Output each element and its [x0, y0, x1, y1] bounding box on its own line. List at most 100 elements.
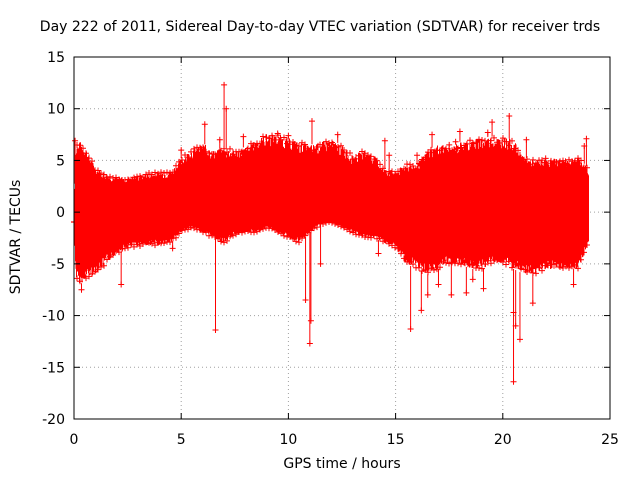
data-point: [371, 232, 377, 239]
data-point: [584, 241, 590, 248]
data-point: [293, 238, 299, 245]
data-point: [125, 244, 131, 251]
data-point: [203, 229, 209, 236]
data-point-outlier: [435, 281, 442, 288]
data-point: [347, 149, 353, 156]
data-point: [230, 151, 236, 158]
data-point: [227, 145, 233, 152]
data-point-outlier: [308, 118, 315, 125]
data-point: [473, 139, 479, 146]
x-tick-label: 15: [387, 432, 405, 448]
data-point: [506, 142, 512, 149]
data-point-outlier: [583, 135, 590, 142]
data-point: [101, 262, 107, 269]
data-point: [326, 140, 332, 147]
data-point: [218, 238, 224, 245]
data-point: [206, 150, 212, 157]
data-point: [329, 139, 335, 146]
data-point: [332, 144, 338, 151]
data-point: [479, 137, 485, 144]
data-point: [107, 173, 113, 180]
data-point: [248, 140, 254, 147]
data-point: [488, 260, 494, 267]
data-point: [329, 219, 335, 226]
data-point-outlier: [78, 286, 85, 293]
y-tick-label: -20: [42, 412, 65, 428]
data-point: [185, 154, 191, 161]
data-point-outlier: [484, 129, 491, 136]
data-point: [377, 161, 383, 168]
data-point-outlier: [240, 133, 247, 140]
data-point: [530, 156, 536, 163]
data-point: [509, 137, 515, 144]
data-point: [173, 234, 179, 241]
data-point: [494, 139, 500, 146]
data-point: [95, 266, 101, 273]
data-point: [377, 235, 383, 242]
data-point: [80, 145, 86, 152]
y-tick-label: -10: [42, 309, 65, 325]
data-point-outlier: [407, 326, 414, 333]
data-point: [146, 169, 152, 176]
data-point: [539, 267, 545, 274]
data-point-outlier: [424, 291, 431, 298]
data-point: [467, 261, 473, 268]
data-point: [302, 141, 308, 148]
data-point: [275, 228, 281, 235]
data-point: [464, 140, 470, 147]
data-point: [173, 162, 179, 169]
data-point: [560, 157, 566, 164]
data-point: [167, 239, 173, 246]
data-point: [491, 134, 497, 141]
data-point: [224, 237, 230, 244]
data-point: [446, 260, 452, 267]
data-point: [260, 133, 266, 140]
data-point-outlier: [306, 340, 313, 347]
data-point-outlier: [212, 327, 219, 334]
data-point: [167, 169, 173, 176]
data-point: [524, 156, 530, 163]
data-point: [569, 158, 575, 165]
data-point: [110, 175, 116, 182]
data-point: [188, 224, 194, 231]
data-point: [134, 173, 140, 180]
data-point: [383, 169, 389, 176]
data-point: [245, 145, 251, 152]
data-point: [134, 241, 140, 248]
data-point: [497, 255, 503, 262]
data-point: [341, 147, 347, 154]
data-point: [104, 256, 110, 263]
data-point: [104, 174, 110, 181]
chart-title: Day 222 of 2011, Sidereal Day-to-day VTE…: [39, 19, 601, 35]
data-point: [515, 262, 521, 269]
data-point: [296, 239, 302, 246]
data-point: [584, 164, 590, 171]
data-point-outlier: [542, 155, 549, 162]
data-point-outlier: [446, 141, 453, 148]
data-point: [251, 229, 257, 236]
data-point: [323, 219, 329, 226]
data-point: [239, 148, 245, 155]
data-point: [536, 264, 542, 271]
data-point: [500, 259, 506, 266]
y-tick-label: 10: [47, 102, 65, 118]
data-point-outlier: [221, 81, 228, 88]
data-point: [191, 225, 197, 232]
data-point: [266, 135, 272, 142]
data-point: [485, 140, 491, 147]
data-point: [515, 147, 521, 154]
data-point-outlier: [529, 300, 536, 307]
data-point: [221, 239, 227, 246]
data-point: [347, 228, 353, 235]
data-point: [437, 264, 443, 271]
data-point: [281, 232, 287, 239]
data-point-outlier: [307, 317, 314, 324]
data-point: [455, 260, 461, 267]
data-point: [578, 157, 584, 164]
y-tick-label: 5: [56, 153, 65, 169]
data-point-outlier: [285, 132, 292, 139]
data-point: [398, 250, 404, 257]
data-point: [149, 240, 155, 247]
data-point: [563, 160, 569, 167]
